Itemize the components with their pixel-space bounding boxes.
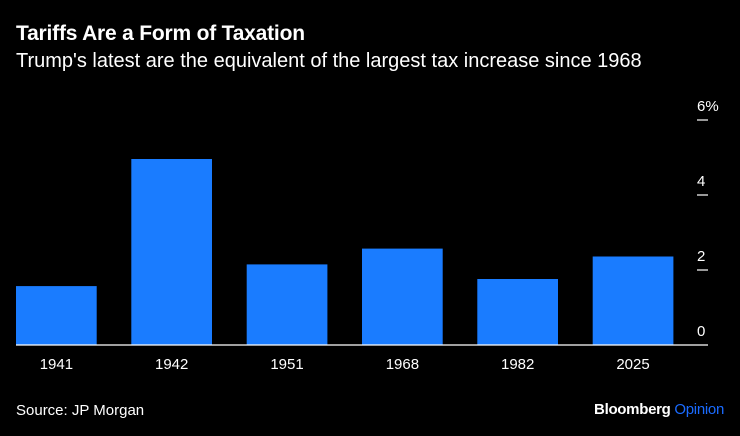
chart-title: Tariffs Are a Form of Taxation xyxy=(16,22,305,45)
x-tick-label-1982: 1982 xyxy=(501,356,534,373)
bar-1951 xyxy=(246,264,328,345)
brand-section: Opinion xyxy=(674,401,724,418)
y-tick-label-2: 2 xyxy=(697,248,705,265)
y-tick-label-0: 0 xyxy=(697,323,705,340)
x-tick-label-2025: 2025 xyxy=(616,356,649,373)
brand-name: Bloomberg xyxy=(594,401,671,418)
y-tick-label-4: 4 xyxy=(697,173,705,190)
y-tick-label-6: 6% xyxy=(697,98,719,115)
bar-1968 xyxy=(362,248,443,345)
source-note: Source: JP Morgan xyxy=(16,402,145,419)
bar-1982 xyxy=(477,279,558,345)
bar-1942 xyxy=(131,159,212,345)
brand-logo: Bloomberg Opinion xyxy=(594,401,724,418)
x-tick-label-1942: 1942 xyxy=(155,356,188,373)
x-tick-label-1941: 1941 xyxy=(40,356,73,373)
bar-2025 xyxy=(592,256,674,345)
chart-subtitle: Trump's latest are the equivalent of the… xyxy=(16,50,642,72)
x-tick-label-1968: 1968 xyxy=(386,356,419,373)
x-tick-label-1951: 1951 xyxy=(270,356,303,373)
bar-1941 xyxy=(16,286,97,345)
